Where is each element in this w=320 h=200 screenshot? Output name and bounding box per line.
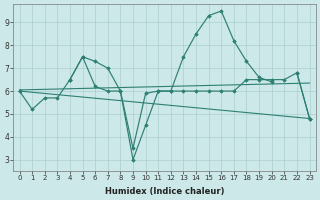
X-axis label: Humidex (Indice chaleur): Humidex (Indice chaleur) <box>105 187 224 196</box>
